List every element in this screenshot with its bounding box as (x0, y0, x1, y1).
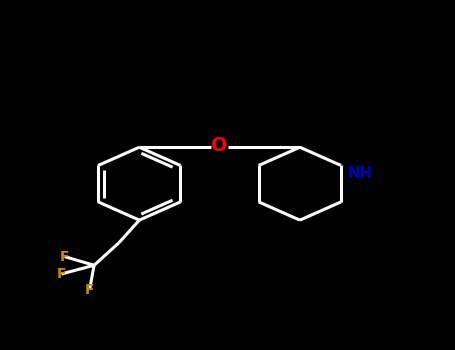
Text: NH: NH (348, 166, 373, 181)
Text: F: F (57, 267, 66, 281)
Text: F: F (85, 282, 94, 296)
Text: F: F (60, 250, 70, 264)
Text: O: O (211, 136, 228, 155)
